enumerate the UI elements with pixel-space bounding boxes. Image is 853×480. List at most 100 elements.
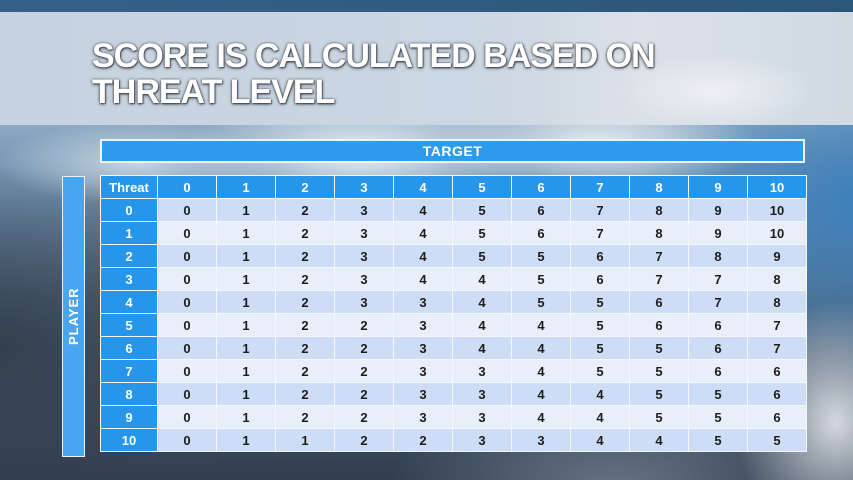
score-cell: 1 (216, 382, 276, 406)
score-cell: 4 (393, 267, 453, 291)
score-cell: 3 (452, 382, 512, 406)
target-axis-label: TARGET (422, 143, 483, 159)
score-cell: 5 (688, 405, 748, 429)
score-cell: 2 (275, 198, 335, 222)
threat-row-header: 6 (100, 336, 158, 360)
score-cell: 5 (629, 382, 689, 406)
target-column-header: 9 (688, 175, 748, 199)
score-cell: 2 (275, 359, 335, 383)
score-cell: 7 (629, 244, 689, 268)
score-cell: 8 (629, 221, 689, 245)
score-matrix-table: Threat 0 1 2 3 4 5 6 7 8 9 10 0 0 1 2 3 4 5 6 7 8 9 10 1 0 1 2 3 4 5… (100, 175, 807, 452)
score-table-body: 0 0 1 2 3 4 5 6 7 8 9 10 1 0 1 2 3 4 5 6 7 8 9 10 2 0 1 2 3 4 5 5 6 7 8 9 3 0… (100, 198, 807, 452)
score-cell: 2 (334, 382, 394, 406)
score-cell: 5 (570, 290, 630, 314)
score-cell: 0 (157, 359, 217, 383)
score-cell: 4 (570, 428, 630, 452)
threat-row-header: 10 (100, 428, 158, 452)
score-cell: 2 (275, 244, 335, 268)
score-cell: 4 (452, 290, 512, 314)
score-cell: 6 (688, 336, 748, 360)
score-cell: 8 (688, 244, 748, 268)
score-row: 10 0 1 1 2 2 3 3 4 4 5 5 (100, 428, 807, 452)
score-cell: 3 (393, 405, 453, 429)
score-cell: 5 (629, 359, 689, 383)
score-cell: 1 (216, 359, 276, 383)
score-cell: 0 (157, 428, 217, 452)
threat-row-header: 9 (100, 405, 158, 429)
score-cell: 3 (334, 198, 394, 222)
score-cell: 7 (688, 290, 748, 314)
score-cell: 3 (334, 290, 394, 314)
score-cell: 4 (511, 359, 571, 383)
score-table-header-row: Threat 0 1 2 3 4 5 6 7 8 9 10 (100, 175, 807, 199)
score-cell: 4 (629, 428, 689, 452)
score-cell: 4 (570, 405, 630, 429)
score-cell: 0 (157, 221, 217, 245)
threat-row-header: 2 (100, 244, 158, 268)
score-cell: 3 (334, 244, 394, 268)
score-cell: 1 (275, 428, 335, 452)
score-cell: 0 (157, 382, 217, 406)
score-cell: 3 (452, 359, 512, 383)
score-cell: 3 (452, 428, 512, 452)
score-cell: 2 (334, 428, 394, 452)
target-column-header: 5 (452, 175, 512, 199)
score-cell: 2 (275, 221, 335, 245)
score-cell: 7 (570, 221, 630, 245)
score-cell: 3 (511, 428, 571, 452)
score-cell: 6 (511, 198, 571, 222)
score-cell: 7 (570, 198, 630, 222)
score-cell: 4 (452, 336, 512, 360)
score-cell: 4 (393, 244, 453, 268)
score-cell: 4 (511, 313, 571, 337)
score-row: 0 0 1 2 3 4 5 6 7 8 9 10 (100, 198, 807, 222)
score-cell: 7 (747, 313, 807, 337)
threat-row-header: 8 (100, 382, 158, 406)
slide-title-line-1: SCORE IS CALCULATED BASED ON (92, 37, 656, 75)
score-cell: 9 (688, 221, 748, 245)
score-cell: 5 (452, 198, 512, 222)
threat-row-header: 0 (100, 198, 158, 222)
score-cell: 3 (393, 336, 453, 360)
score-cell: 1 (216, 405, 276, 429)
score-cell: 5 (511, 267, 571, 291)
score-cell: 1 (216, 198, 276, 222)
threat-row-header: 5 (100, 313, 158, 337)
score-cell: 2 (275, 382, 335, 406)
score-cell: 5 (511, 290, 571, 314)
player-axis-label: PLAYER (66, 287, 81, 346)
score-cell: 5 (688, 382, 748, 406)
score-cell: 2 (334, 405, 394, 429)
score-cell: 1 (216, 221, 276, 245)
target-column-header: 0 (157, 175, 217, 199)
target-column-header: 7 (570, 175, 630, 199)
score-cell: 2 (275, 336, 335, 360)
threat-row-header: 4 (100, 290, 158, 314)
score-cell: 0 (157, 290, 217, 314)
score-cell: 1 (216, 428, 276, 452)
score-cell: 3 (334, 267, 394, 291)
score-cell: 0 (157, 336, 217, 360)
score-cell: 4 (393, 221, 453, 245)
player-axis-header: PLAYER (62, 176, 85, 457)
score-cell: 2 (275, 313, 335, 337)
score-cell: 3 (393, 313, 453, 337)
threat-row-header: 1 (100, 221, 158, 245)
score-cell: 3 (334, 221, 394, 245)
score-cell: 6 (570, 244, 630, 268)
score-cell: 3 (452, 405, 512, 429)
score-cell: 6 (747, 382, 807, 406)
score-cell: 6 (747, 359, 807, 383)
score-cell: 3 (393, 359, 453, 383)
score-cell: 2 (334, 313, 394, 337)
score-cell: 6 (629, 313, 689, 337)
score-cell: 0 (157, 267, 217, 291)
score-cell: 5 (452, 221, 512, 245)
score-cell: 9 (688, 198, 748, 222)
